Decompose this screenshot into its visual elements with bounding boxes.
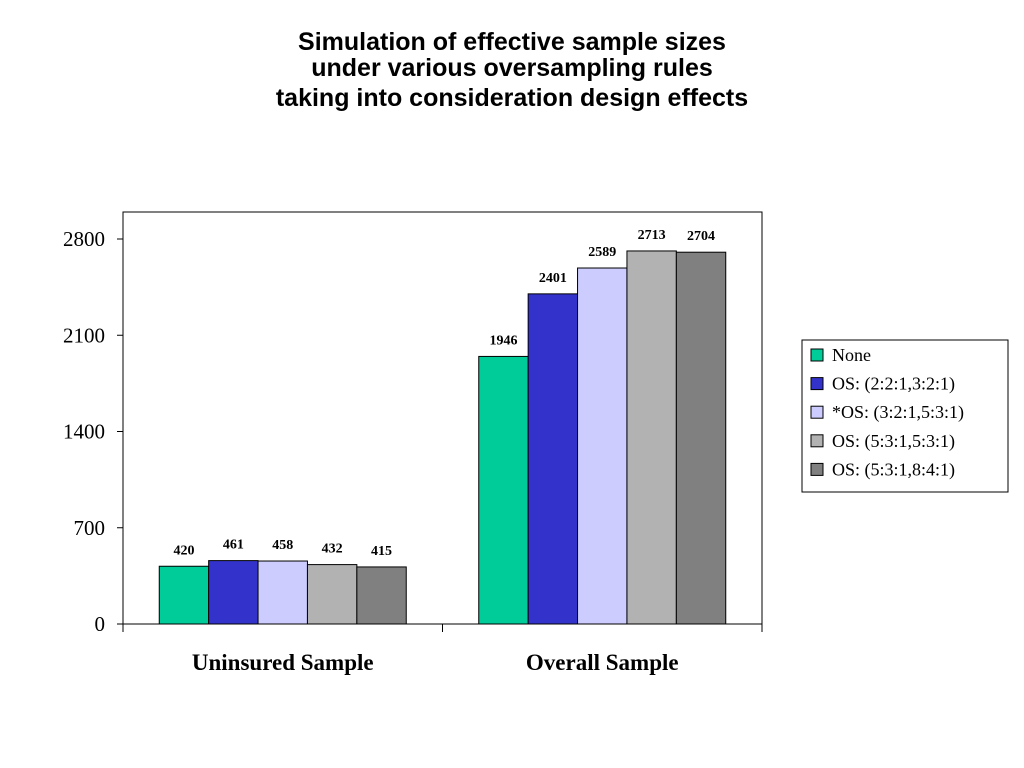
data-label-group: 420 461 458 432 415 1946 2401 2589 2713 2704 — [173, 228, 715, 559]
bar-value-label: 432 — [322, 542, 343, 557]
legend: None OS: (2:2:1,3:2:1) *OS: (3:2:1,5:3:1) O… — [801, 339, 1009, 493]
y-tick-label: 0 — [95, 612, 106, 636]
legend-entry-label: *OS: (3:2:1,5:3:1) — [832, 402, 964, 423]
legend-swatch — [810, 348, 824, 362]
chart-title-line-2: under various oversampling rules — [311, 54, 713, 82]
bar — [158, 565, 210, 625]
legend-entry-label: None — [832, 345, 871, 365]
chart-title-line-3: taking into consideration design effects — [275, 84, 749, 112]
bar — [356, 566, 407, 625]
bar — [577, 267, 628, 625]
y-axis: 0 700 1400 2100 2800 — [63, 227, 123, 636]
legend-swatch — [810, 377, 824, 391]
legend-entry-label: OS: (2:2:1,3:2:1) — [832, 374, 955, 395]
x-axis: Uninsured Sample Overall Sample — [122, 624, 763, 675]
bar — [675, 251, 727, 625]
chart-title-line-1: Simulation of effective sample sizes — [298, 28, 726, 56]
bar-value-label: 2704 — [687, 229, 715, 244]
y-tick-label: 700 — [74, 516, 106, 540]
legend-entry-label: OS: (5:3:1,5:3:1) — [832, 431, 955, 452]
y-tick-label: 2800 — [63, 227, 105, 251]
x-category-label: Overall Sample — [526, 650, 679, 675]
legend-swatch — [810, 462, 824, 476]
bar-series-group — [158, 250, 727, 625]
x-category-label: Uninsured Sample — [192, 650, 374, 675]
legend-swatch — [810, 434, 824, 448]
bar-value-label: 415 — [371, 544, 392, 559]
bar-value-label: 461 — [223, 538, 244, 553]
bar — [527, 293, 579, 625]
bar-value-label: 1946 — [489, 333, 517, 348]
legend-box — [801, 339, 1009, 493]
bar-value-label: 2713 — [638, 228, 666, 243]
bar-value-label: 420 — [173, 543, 194, 558]
bar-value-label: 2589 — [588, 245, 616, 260]
legend-entry-label: OS: (5:3:1,8:4:1) — [832, 459, 955, 480]
bar — [626, 250, 677, 625]
bar-value-label: 458 — [272, 538, 293, 553]
bar-value-label: 2401 — [539, 271, 567, 286]
bar — [478, 355, 529, 625]
y-tick-label: 1400 — [63, 420, 105, 444]
y-tick-label: 2100 — [63, 323, 105, 347]
bar — [306, 564, 358, 625]
bar — [257, 560, 308, 625]
bar — [208, 560, 259, 625]
legend-swatch — [810, 405, 824, 419]
